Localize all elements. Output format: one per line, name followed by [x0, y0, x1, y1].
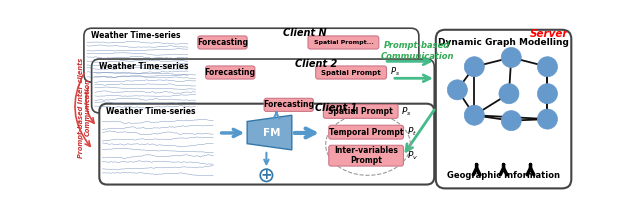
Text: Client N: Client N	[283, 28, 326, 38]
Circle shape	[447, 80, 467, 100]
FancyBboxPatch shape	[205, 66, 255, 79]
Text: Forecasting: Forecasting	[205, 68, 256, 77]
FancyBboxPatch shape	[99, 104, 435, 184]
FancyBboxPatch shape	[436, 30, 572, 188]
Circle shape	[501, 111, 521, 131]
FancyBboxPatch shape	[316, 66, 387, 79]
Text: Weather Time-series: Weather Time-series	[91, 32, 180, 40]
Text: +: +	[260, 168, 272, 182]
Circle shape	[499, 84, 519, 104]
Text: $P_s$: $P_s$	[401, 105, 412, 118]
Text: Client 2: Client 2	[295, 59, 337, 69]
FancyBboxPatch shape	[198, 36, 247, 49]
Text: Geographic Information: Geographic Information	[447, 171, 560, 180]
Text: Spatial Prompt: Spatial Prompt	[321, 70, 381, 76]
Text: Weather Time-series: Weather Time-series	[106, 107, 196, 116]
Text: Forecasting: Forecasting	[197, 38, 248, 47]
FancyBboxPatch shape	[84, 28, 419, 82]
Circle shape	[501, 48, 521, 67]
Text: Prompt-based
Communication: Prompt-based Communication	[381, 41, 454, 61]
Text: Spatial Prompt: Spatial Prompt	[328, 107, 393, 116]
Circle shape	[538, 84, 557, 104]
Text: Spatial Prompt...: Spatial Prompt...	[314, 40, 373, 45]
FancyBboxPatch shape	[308, 36, 379, 49]
Circle shape	[538, 109, 557, 129]
Text: Temporal Prompt: Temporal Prompt	[329, 128, 403, 137]
Circle shape	[464, 105, 484, 125]
FancyBboxPatch shape	[329, 145, 403, 166]
Text: Prompt-based Inter-clients
Communication: Prompt-based Inter-clients Communication	[78, 57, 92, 158]
Text: $P_t$: $P_t$	[406, 126, 417, 138]
Polygon shape	[247, 115, 292, 150]
Text: FM: FM	[263, 128, 280, 138]
Text: Server: Server	[530, 29, 568, 39]
Text: Client 1: Client 1	[315, 103, 357, 113]
Text: Forecasting: Forecasting	[263, 100, 314, 109]
FancyBboxPatch shape	[92, 59, 435, 113]
Circle shape	[538, 57, 557, 77]
Text: $P_v$: $P_v$	[406, 150, 418, 162]
Text: Inter-variables
Prompt: Inter-variables Prompt	[334, 146, 398, 165]
Text: Dynamic Graph Modelling: Dynamic Graph Modelling	[438, 38, 569, 47]
FancyBboxPatch shape	[329, 125, 403, 139]
Text: Weather Time-series: Weather Time-series	[99, 62, 188, 71]
Circle shape	[260, 169, 273, 181]
Circle shape	[464, 57, 484, 77]
Text: $P_s$: $P_s$	[390, 66, 399, 78]
FancyBboxPatch shape	[264, 98, 314, 111]
FancyBboxPatch shape	[323, 105, 398, 118]
